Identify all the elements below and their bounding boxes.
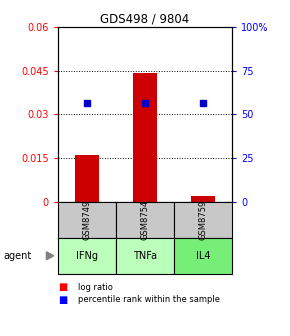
Bar	[191, 196, 215, 202]
Bar	[174, 202, 232, 238]
Text: ■: ■	[58, 295, 67, 305]
Bar	[133, 74, 157, 202]
Bar	[116, 202, 174, 238]
Text: GSM8749: GSM8749	[82, 200, 92, 240]
Bar	[58, 202, 116, 238]
Text: TNFa: TNFa	[133, 251, 157, 261]
Text: IFNg: IFNg	[76, 251, 98, 261]
Text: log ratio: log ratio	[78, 283, 113, 292]
Text: GSM8759: GSM8759	[198, 200, 208, 240]
Bar	[174, 238, 232, 274]
Text: IL4: IL4	[196, 251, 210, 261]
Polygon shape	[46, 252, 54, 260]
Text: percentile rank within the sample: percentile rank within the sample	[78, 295, 220, 304]
Title: GDS498 / 9804: GDS498 / 9804	[100, 13, 190, 26]
Bar	[116, 238, 174, 274]
Bar	[75, 155, 99, 202]
Bar	[58, 238, 116, 274]
Text: agent: agent	[3, 251, 31, 261]
Text: ■: ■	[58, 282, 67, 292]
Text: GSM8754: GSM8754	[140, 200, 150, 240]
